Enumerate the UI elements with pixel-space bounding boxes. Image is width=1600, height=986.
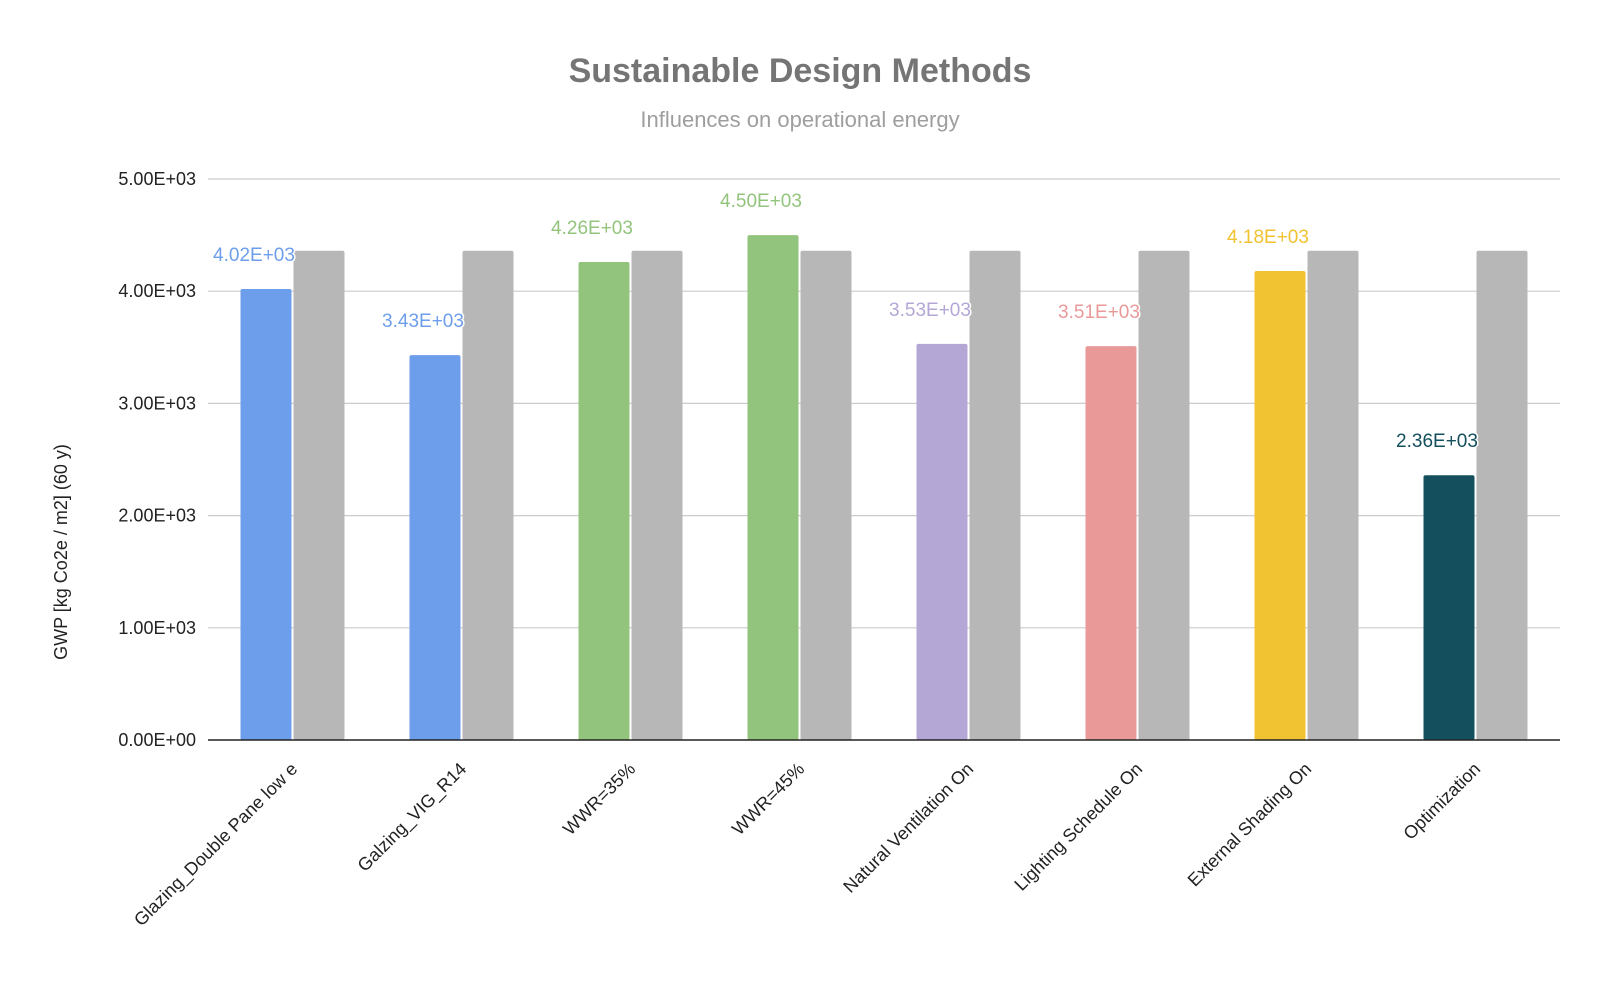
data-label: 4.02E+03 — [213, 245, 295, 266]
chart-subtitle: Influences on operational energy — [640, 107, 959, 132]
bar-primary — [1423, 475, 1475, 740]
x-tick-labels: Glazing_Double Pane low e Galzing_VIG_R14… — [130, 759, 1484, 931]
y-tick-label: 0.00E+00 — [118, 730, 196, 750]
bar-primary — [240, 288, 292, 740]
bar-baseline — [293, 250, 345, 741]
x-tick-label: Glazing_Double Pane low e — [130, 759, 302, 931]
data-label: 4.26E+03 — [551, 218, 633, 239]
x-tick-label: Optimization — [1399, 759, 1484, 844]
y-tick-label: 2.00E+03 — [118, 506, 196, 526]
y-tick-label: 1.00E+03 — [118, 618, 196, 638]
bar-primary — [578, 262, 630, 740]
bar-primary — [916, 343, 968, 740]
bar-baseline — [969, 250, 1021, 741]
x-tick-label: Galzing_VIG_R14 — [354, 759, 471, 876]
y-tick-label: 4.00E+03 — [118, 281, 196, 301]
data-label: 4.18E+03 — [1227, 227, 1309, 248]
x-tick-label: WWR=35% — [559, 759, 639, 839]
y-tick-label: 5.00E+03 — [118, 169, 196, 189]
y-tick-label: 3.00E+03 — [118, 393, 196, 413]
bar-primary — [747, 235, 799, 740]
x-tick-label: Lighting Schedule On — [1010, 759, 1146, 895]
data-label: 3.43E+03 — [382, 311, 464, 332]
bar-baseline — [1307, 250, 1359, 741]
bar-primary — [409, 355, 461, 740]
bar-baseline — [462, 250, 514, 741]
bar-baseline — [631, 250, 683, 741]
x-tick-label: External Shading On — [1184, 759, 1316, 891]
bar-baseline — [1138, 250, 1190, 741]
data-labels: 4.02E+03 3.43E+03 4.26E+03 4.50E+03 3.53E+03… — [212, 190, 1480, 454]
x-tick-label: Natural Ventilation On — [839, 759, 977, 897]
data-label: 2.36E+03 — [1396, 431, 1478, 452]
y-axis-label: GWP [kg Co2e / m2] (60 y) — [51, 444, 71, 660]
bar-baseline — [800, 250, 852, 741]
bar-baseline — [1476, 250, 1528, 741]
bar-primary — [1254, 271, 1306, 740]
x-tick-label: WWR=45% — [728, 759, 808, 839]
chart-title: Sustainable Design Methods — [569, 52, 1032, 90]
data-label: 4.50E+03 — [720, 191, 802, 212]
bar-primary — [1085, 346, 1137, 740]
data-label: 3.51E+03 — [1058, 302, 1140, 323]
data-label: 3.53E+03 — [889, 300, 971, 321]
bars — [240, 235, 1528, 741]
